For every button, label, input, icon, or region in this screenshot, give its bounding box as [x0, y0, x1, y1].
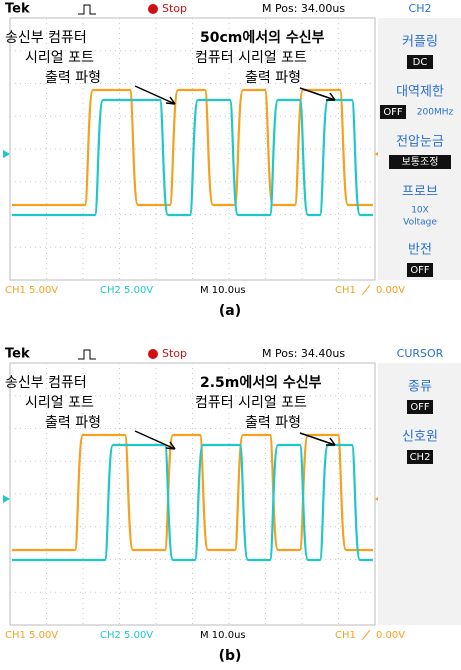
menu-value: 보통조정: [402, 156, 439, 168]
menu-item-title: 전압눈금: [396, 135, 444, 150]
trigger-icon: [78, 5, 96, 14]
trigger-icon: [78, 350, 96, 359]
menu-note: 10X: [411, 206, 429, 216]
ch2-marker: [3, 495, 10, 503]
brand: Tek: [5, 2, 30, 17]
annotation: 출력 파형: [45, 70, 101, 86]
timebase: M 10.0us: [200, 630, 246, 641]
annotation: 컴퓨터 시리얼 포트: [195, 50, 307, 66]
ch2-scale: CH2 5.00V: [100, 285, 153, 296]
trigger-source: CH1: [335, 630, 356, 641]
panel-label: (b): [219, 648, 242, 664]
stop-indicator: [148, 349, 158, 359]
menu-value: OFF: [383, 107, 403, 118]
menu-title: CH2: [409, 2, 432, 15]
trigger-slope: [362, 630, 370, 640]
trigger-level: 0.00V: [376, 630, 405, 641]
ch2-scale: CH2 5.00V: [100, 630, 153, 641]
trigger-source: CH1: [335, 285, 356, 296]
menu-value: OFF: [410, 402, 430, 413]
ch2-marker: [3, 150, 10, 158]
menu-note: Voltage: [403, 218, 437, 228]
ch1-scale: CH1 5.00V: [5, 630, 58, 641]
annotation: 출력 파형: [45, 415, 101, 431]
menu-item-title: 신호원: [402, 430, 438, 445]
panel-label: (a): [219, 303, 241, 319]
timebase: M 10.0us: [200, 285, 246, 296]
menu-note: 200MHz: [417, 108, 454, 118]
position: M Pos: 34.40us: [262, 347, 345, 360]
menu-item-title: 프로브: [402, 185, 438, 200]
annotation: 출력 파형: [245, 70, 301, 86]
brand: Tek: [5, 347, 30, 362]
menu-item-title: 반전: [408, 243, 432, 258]
annotation: 시리얼 포트: [25, 395, 94, 411]
state: Stop: [162, 347, 187, 360]
trigger-slope: [362, 285, 370, 295]
ch1-scale: CH1 5.00V: [5, 285, 58, 296]
menu-value: OFF: [410, 265, 430, 276]
menu-item-title: 대역제한: [396, 85, 444, 100]
annotation: 시리얼 포트: [25, 50, 94, 66]
menu-title: CURSOR: [397, 347, 444, 360]
annotation: 2.5m에서의 수신부: [200, 374, 322, 391]
annotation: 송신부 컴퓨터: [5, 30, 87, 46]
menu-value: CH2: [410, 452, 431, 463]
annotation: 출력 파형: [245, 415, 301, 431]
state: Stop: [162, 2, 187, 15]
menu-value: DC: [413, 57, 428, 68]
figure: TekStopM Pos: 34.00usCH2송신부 컴퓨터시리얼 포트출력 …: [0, 0, 461, 670]
menu-item-title: 커플링: [402, 35, 438, 50]
annotation: 컴퓨터 시리얼 포트: [195, 395, 307, 411]
annotation: 50cm에서의 수신부: [200, 29, 325, 46]
stop-indicator: [148, 4, 158, 14]
position: M Pos: 34.00us: [262, 2, 345, 15]
trigger-level: 0.00V: [376, 285, 405, 296]
menu-item-title: 종류: [408, 380, 432, 395]
annotation: 송신부 컴퓨터: [5, 375, 87, 391]
